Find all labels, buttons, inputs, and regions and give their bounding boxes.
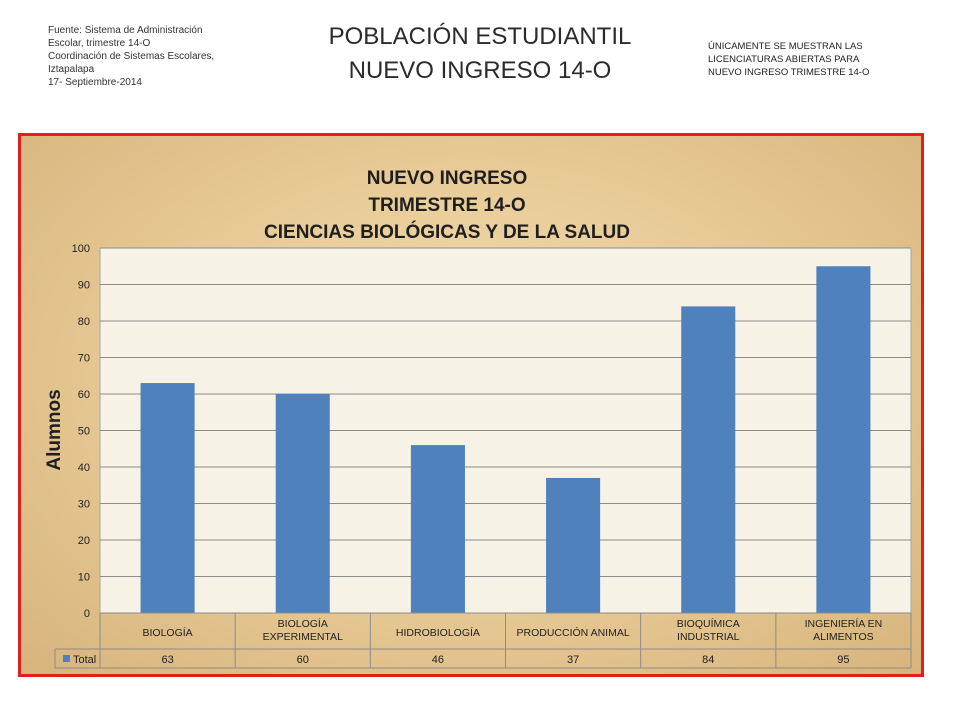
x-category-label: BIOQUÍMICA <box>677 617 740 630</box>
source-line: Escolar, trimestre 14-O <box>48 38 151 49</box>
data-table-value: 95 <box>837 654 849 666</box>
data-table-value: 60 <box>297 654 309 666</box>
data-table-value: 37 <box>567 654 579 666</box>
x-category-label: PRODUCCIÓN ANIMAL <box>516 626 629 639</box>
y-tick-label: 60 <box>78 389 90 401</box>
data-table-value: 63 <box>161 654 173 666</box>
y-tick-label: 40 <box>78 462 90 474</box>
y-tick-label: 80 <box>78 316 90 328</box>
note-line: LICENCIATURAS ABIERTAS PARA <box>708 54 860 65</box>
page-title: POBLACIÓN ESTUDIANTIL NUEVO INGRESO 14-O <box>290 20 670 88</box>
chart-title-line: TRIMESTRE 14-O <box>368 195 525 216</box>
y-tick-label: 90 <box>78 280 90 292</box>
legend-series-name: Total <box>73 654 96 666</box>
data-table-value: 46 <box>432 654 444 666</box>
bar <box>410 445 465 613</box>
y-tick-label: 100 <box>72 243 90 255</box>
y-tick-label: 30 <box>78 499 90 511</box>
chart-title-line: NUEVO INGRESO <box>367 168 527 189</box>
data-table-value: 84 <box>702 654 714 666</box>
bar <box>816 266 871 613</box>
legend-key <box>63 655 70 662</box>
x-category-label: INDUSTRIAL <box>677 631 740 643</box>
y-tick-label: 20 <box>78 535 90 547</box>
x-category-label: ALIMENTOS <box>813 631 874 643</box>
bar <box>140 383 195 613</box>
y-tick-label: 50 <box>78 426 90 438</box>
page-title-line: POBLACIÓN ESTUDIANTIL <box>328 23 632 50</box>
source-note: Fuente: Sistema de Administración Escola… <box>48 24 268 89</box>
chart-title-line: CIENCIAS BIOLÓGICAS Y DE LA SALUD <box>264 221 630 243</box>
bar <box>275 394 330 613</box>
source-line: Fuente: Sistema de Administración <box>48 25 203 36</box>
y-axis-label: Alumnos <box>44 389 65 470</box>
x-category-label: HIDROBIOLOGÍA <box>396 626 480 639</box>
source-line: Coordinación de Sistemas Escolares, <box>48 51 215 62</box>
x-category-label: BIOLOGÍA <box>278 617 328 630</box>
y-tick-label: 10 <box>78 572 90 584</box>
note-line: ÚNICAMENTE SE MUESTRAN LAS <box>708 41 863 52</box>
bar <box>546 477 601 613</box>
x-category-label: INGENIERÍA EN <box>805 617 883 630</box>
bar <box>681 306 736 613</box>
source-line: 17- Septiembre-2014 <box>48 77 142 88</box>
page-title-line: NUEVO INGRESO 14-O <box>348 57 612 84</box>
open-programs-note: ÚNICAMENTE SE MUESTRAN LAS LICENCIATURAS… <box>708 40 908 79</box>
y-tick-label: 70 <box>78 353 90 365</box>
y-tick-label: 0 <box>84 608 90 620</box>
x-category-label: BIOLOGÍA <box>142 626 192 639</box>
source-line: Iztapalapa <box>48 64 95 75</box>
note-line: NUEVO INGRESO TRIMESTRE 14-O <box>708 67 870 78</box>
x-category-label: EXPERIMENTAL <box>263 631 343 643</box>
